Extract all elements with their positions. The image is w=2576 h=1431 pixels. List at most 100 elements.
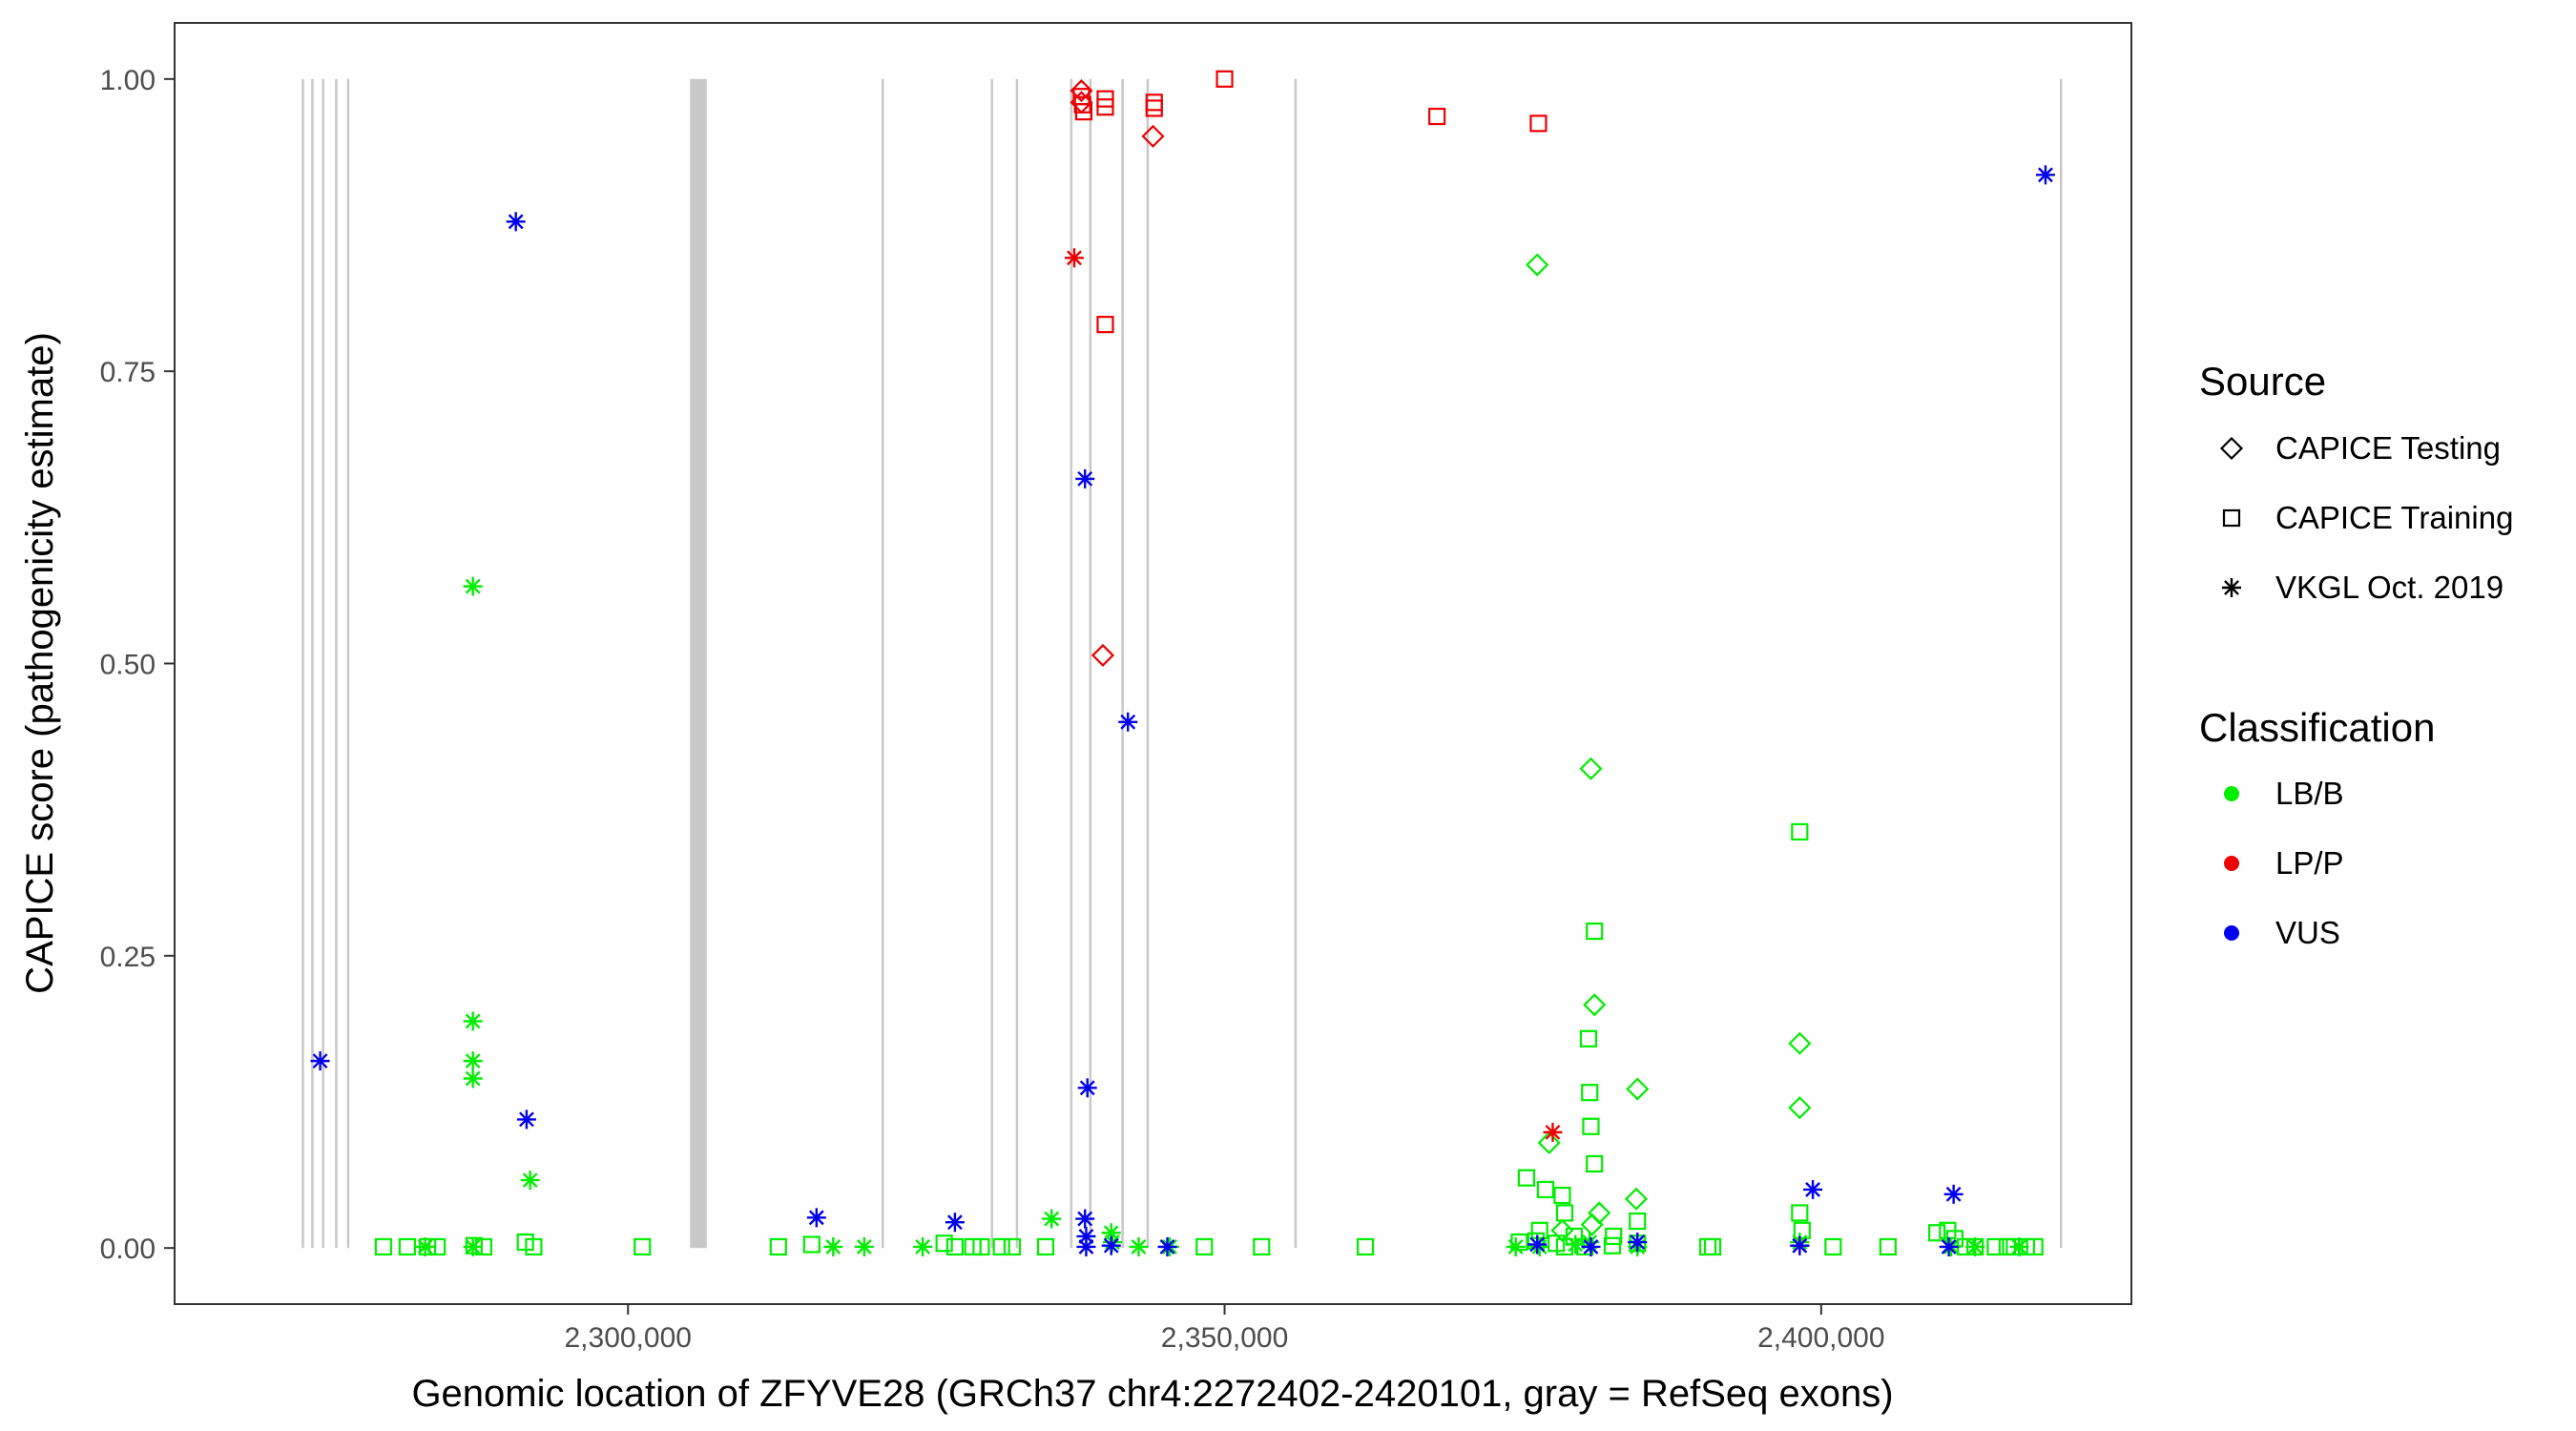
legend-classification-label: LP/P bbox=[2275, 845, 2344, 881]
data-point bbox=[1042, 1209, 1062, 1229]
data-point bbox=[1543, 1122, 1563, 1142]
y-tick-label: 0.00 bbox=[100, 1234, 156, 1265]
data-point bbox=[1790, 1235, 1810, 1255]
data-point bbox=[415, 1236, 435, 1256]
legend-classification-item: LB/B bbox=[2224, 776, 2344, 811]
legend: Source CAPICE Testing CAPICE Training VKGL… bbox=[2199, 359, 2513, 950]
x-tick-label: 2,400,000 bbox=[1757, 1322, 1884, 1354]
data-point bbox=[1145, 99, 1163, 117]
legend-source-items: CAPICE Testing CAPICE Training VKGL Oct. 2… bbox=[2219, 430, 2513, 605]
data-point bbox=[1070, 79, 1093, 103]
data-point bbox=[1788, 1096, 1812, 1120]
data-point bbox=[1566, 1234, 1586, 1255]
legend-source-label: VKGL Oct. 2019 bbox=[2275, 570, 2503, 605]
legend-classification-key bbox=[2224, 856, 2239, 871]
data-point bbox=[2009, 1236, 2029, 1256]
y-tick-label: 1.00 bbox=[100, 65, 156, 96]
data-point bbox=[1793, 1221, 1811, 1239]
data-point bbox=[1215, 70, 1234, 88]
data-point bbox=[972, 1237, 990, 1256]
data-point bbox=[1118, 712, 1138, 732]
data-point bbox=[935, 1234, 953, 1253]
legend-classification-key bbox=[2224, 925, 2239, 941]
exon-band bbox=[881, 78, 884, 1249]
data-point bbox=[1579, 1029, 1598, 1047]
legend-classification-label: LB/B bbox=[2275, 776, 2344, 811]
data-point bbox=[1791, 1204, 1809, 1222]
y-axis: 0.00 0.25 0.50 0.75 1.00 bbox=[100, 65, 175, 1265]
data-point bbox=[1075, 1209, 1095, 1229]
data-point bbox=[1527, 1234, 1548, 1255]
data-point bbox=[1096, 316, 1114, 334]
data-point bbox=[1091, 643, 1115, 667]
data-point bbox=[1157, 1236, 1177, 1256]
plot-panel bbox=[175, 23, 2131, 1304]
data-point bbox=[992, 1237, 1010, 1256]
data-points bbox=[310, 70, 2055, 1256]
data-point bbox=[1536, 1180, 1555, 1199]
data-point bbox=[1076, 1236, 1096, 1256]
data-point bbox=[1803, 1179, 1823, 1199]
legend-source-item: CAPICE Training bbox=[2222, 500, 2513, 535]
data-point bbox=[1064, 248, 1084, 268]
data-point bbox=[1036, 1237, 1055, 1256]
data-point bbox=[1928, 1224, 1946, 1242]
exon-band bbox=[346, 78, 350, 1249]
y-tick-label: 0.25 bbox=[100, 942, 156, 973]
data-point bbox=[463, 1051, 483, 1071]
x-tick-label: 2,350,000 bbox=[1161, 1322, 1288, 1354]
exon-band bbox=[1294, 78, 1298, 1249]
data-point bbox=[1537, 1130, 1561, 1154]
data-point bbox=[1788, 1031, 1812, 1055]
exon-band bbox=[1121, 78, 1124, 1249]
legend-classification-item: LP/P bbox=[2224, 845, 2344, 881]
legend-classification-title: Classification bbox=[2199, 705, 2435, 750]
data-point bbox=[1603, 1236, 1622, 1255]
data-point bbox=[1579, 757, 1603, 780]
data-point bbox=[1943, 1184, 1963, 1204]
data-point bbox=[1628, 1233, 1648, 1253]
data-point bbox=[1129, 1236, 1149, 1256]
y-tick-label: 0.50 bbox=[100, 650, 156, 681]
data-point bbox=[806, 1208, 826, 1228]
data-point bbox=[374, 1237, 392, 1256]
data-point bbox=[1626, 1077, 1650, 1101]
legend-classification-items: LB/B LP/P VUS bbox=[2224, 776, 2344, 950]
exon-band bbox=[335, 78, 338, 1249]
x-axis-title: Genomic location of ZFYVE28 (GRCh37 chr4… bbox=[411, 1373, 1893, 1415]
data-point bbox=[463, 1068, 483, 1089]
exon-band bbox=[1070, 78, 1073, 1249]
data-point bbox=[1548, 1234, 1566, 1253]
data-point bbox=[1583, 993, 1607, 1017]
data-point bbox=[1101, 1235, 1121, 1255]
data-point bbox=[823, 1236, 843, 1256]
exon-band bbox=[2059, 78, 2063, 1249]
exon-bands bbox=[301, 78, 2063, 1249]
data-point bbox=[634, 1237, 652, 1256]
legend-classification-item: VUS bbox=[2224, 915, 2340, 950]
data-point bbox=[1879, 1237, 1897, 1256]
data-point bbox=[1357, 1237, 1375, 1256]
exon-band bbox=[322, 78, 324, 1249]
data-point bbox=[463, 1236, 483, 1256]
data-point bbox=[1526, 253, 1549, 277]
data-point bbox=[1553, 1186, 1571, 1205]
legend-source-key bbox=[2222, 578, 2241, 597]
data-point bbox=[1824, 1237, 1842, 1256]
data-point bbox=[463, 576, 483, 596]
data-point bbox=[398, 1237, 416, 1256]
data-point bbox=[1077, 1078, 1097, 1098]
data-point bbox=[1965, 1236, 1985, 1256]
data-point bbox=[1582, 1117, 1600, 1135]
data-point bbox=[310, 1051, 330, 1071]
y-axis-title: CAPICE score (pathogenicity estimate) bbox=[19, 332, 61, 994]
data-point bbox=[525, 1237, 543, 1256]
legend-source-label: CAPICE Testing bbox=[2275, 430, 2501, 466]
legend-classification-label: VUS bbox=[2275, 915, 2340, 950]
data-point bbox=[1517, 1169, 1536, 1187]
legend-source-title: Source bbox=[2199, 359, 2326, 404]
x-axis: 2,300,000 2,350,000 2,400,000 bbox=[564, 1304, 1885, 1354]
legend-source-key bbox=[2222, 508, 2241, 528]
data-point bbox=[1096, 98, 1114, 116]
